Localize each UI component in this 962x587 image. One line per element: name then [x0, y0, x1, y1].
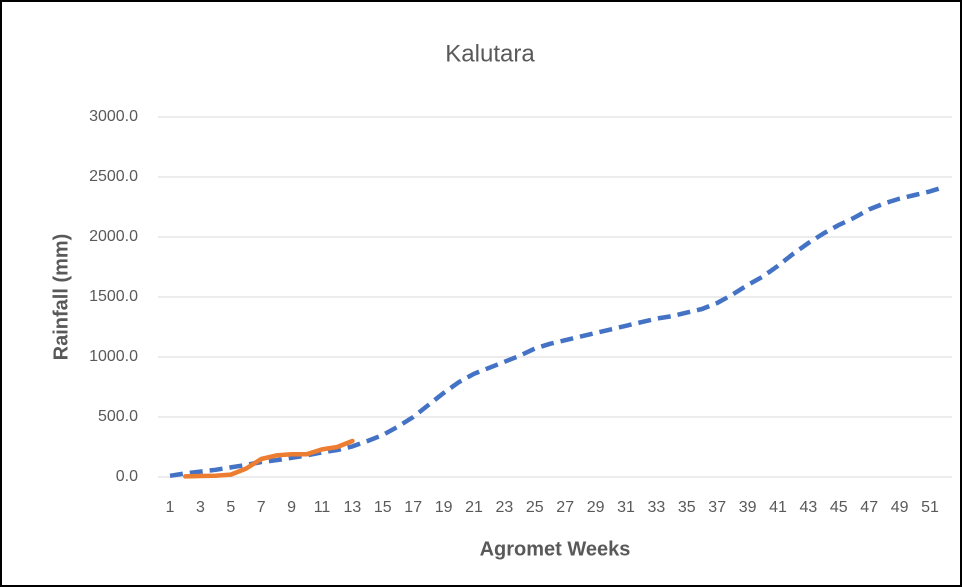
x-tick-label: 15: [374, 499, 392, 516]
x-axis-title: Agromet Weeks: [480, 538, 631, 560]
x-tick-label: 27: [556, 499, 574, 516]
x-tick-label: 5: [226, 499, 235, 516]
y-tick-label: 3000.0: [89, 108, 138, 125]
x-tick-label: 43: [800, 499, 818, 516]
x-tick-label: 23: [496, 499, 514, 516]
x-tick-label: 51: [921, 499, 939, 516]
y-tick-label: 1000.0: [89, 348, 138, 365]
x-tick-label: 47: [860, 499, 878, 516]
x-tick-label: 25: [526, 499, 544, 516]
chart-title: Kalutara: [445, 40, 535, 67]
x-tick-label: 31: [617, 499, 635, 516]
x-tick-label: 19: [435, 499, 453, 516]
line-series: [182, 438, 355, 479]
x-tick-label: 41: [769, 499, 787, 516]
x-tick-label: 11: [314, 499, 331, 516]
x-tick-label: 39: [739, 499, 757, 516]
y-tick-label: 1500.0: [89, 288, 138, 305]
x-tick-label: 1: [166, 499, 175, 516]
x-tick-label: 37: [708, 499, 726, 516]
x-tick-label: 49: [891, 499, 909, 516]
y-tick-label: 0.0: [116, 468, 138, 485]
y-tick-label: 500.0: [98, 408, 138, 425]
x-tick-label: 21: [465, 499, 483, 516]
x-tick-label: 17: [404, 499, 422, 516]
y-tick-label: 2500.0: [89, 168, 138, 185]
x-tick-label: 29: [587, 499, 605, 516]
y-axis-title: Rainfall (mm): [50, 234, 72, 361]
x-tick-label: 7: [257, 499, 266, 516]
x-tick-label: 3: [196, 499, 205, 516]
x-tick-label: 33: [648, 499, 666, 516]
x-tick-label: 35: [678, 499, 696, 516]
x-tick-label: 9: [287, 499, 296, 516]
line-series: [169, 184, 946, 479]
x-tick-label: 45: [830, 499, 848, 516]
y-tick-label: 2000.0: [89, 228, 138, 245]
x-tick-label: 13: [344, 499, 362, 516]
